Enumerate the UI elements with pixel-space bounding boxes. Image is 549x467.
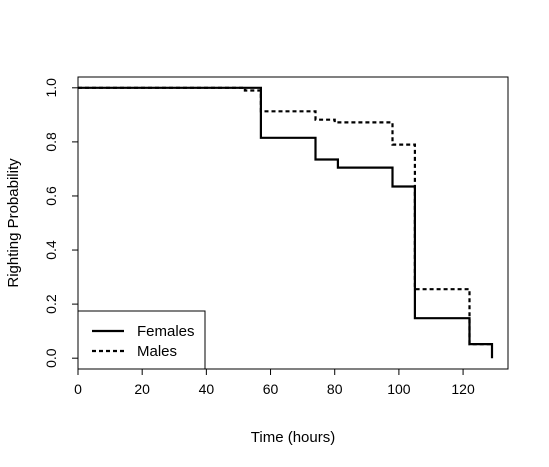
series-layer (78, 86, 494, 359)
legend-box (77, 310, 206, 370)
y-tick-label: 0.2 (43, 294, 59, 314)
y-tick-label: 1.0 (43, 78, 59, 98)
x-tick-label: 60 (263, 381, 279, 397)
y-tick-label: 0.6 (43, 186, 59, 206)
axes: 0 20 40 60 80 100 120 0.0 0.2 0.4 0.6 0.8 1.0 (43, 78, 475, 397)
x-tick-label: 80 (327, 381, 343, 397)
legend: Females Males (77, 310, 206, 370)
x-tick-label: 20 (134, 381, 150, 397)
series-line-males (78, 86, 492, 346)
legend-label-males: Males (137, 343, 177, 360)
legend-label-females: Females (137, 323, 195, 340)
y-tick-label: 0.4 (43, 240, 59, 260)
y-axis-title: Righting Probability (5, 158, 22, 288)
y-tick-label: 0.8 (43, 132, 59, 152)
x-axis-title: Time (hours) (251, 429, 335, 446)
x-tick-label: 40 (199, 381, 215, 397)
plot-frame (77, 76, 509, 370)
x-tick-label: 120 (451, 381, 475, 397)
y-tick-label: 0.0 (43, 348, 59, 368)
x-tick-label: 100 (387, 381, 411, 397)
x-tick-label: 0 (74, 381, 82, 397)
